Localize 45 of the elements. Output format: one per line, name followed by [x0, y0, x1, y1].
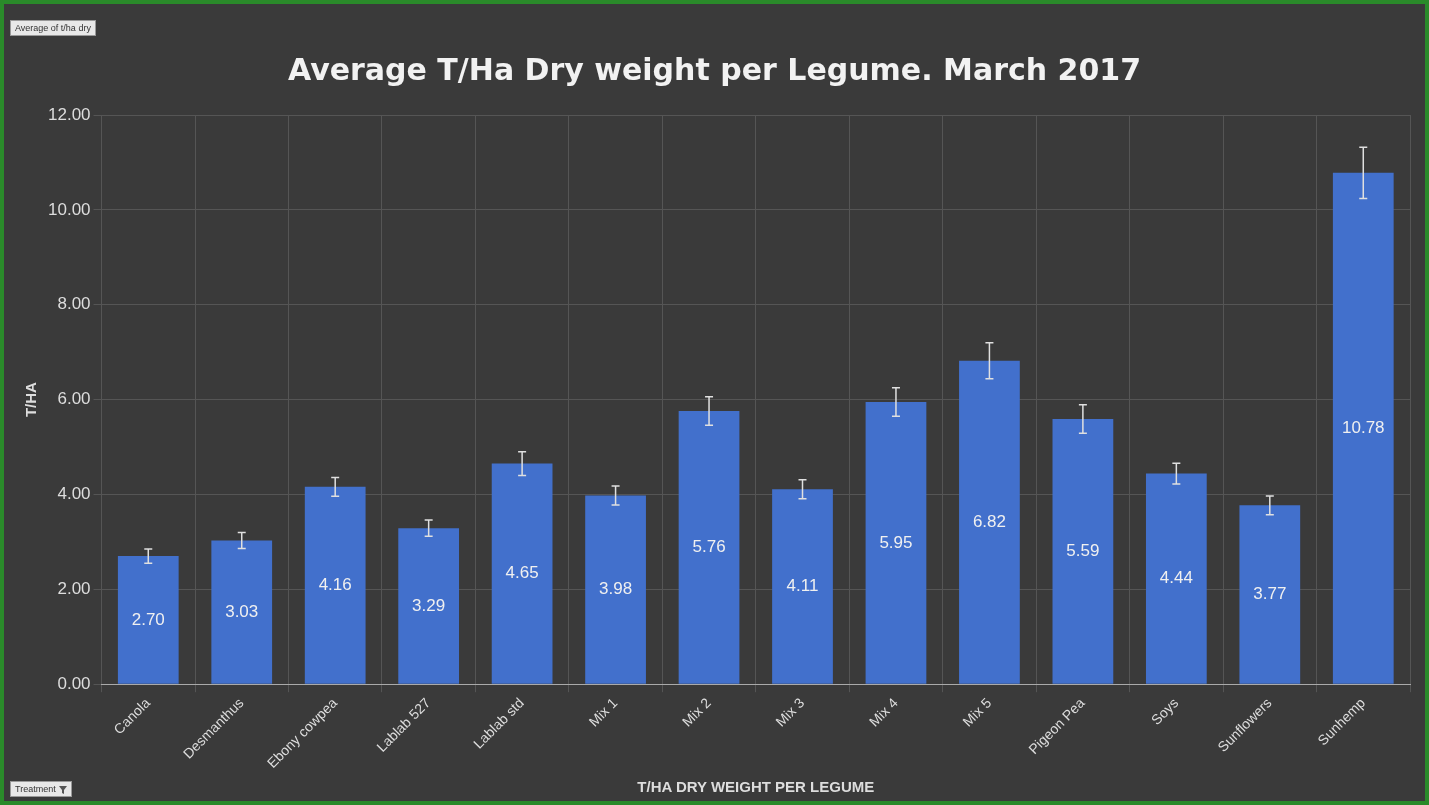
data-label: 3.77: [1253, 584, 1287, 604]
y-tick-label: 8.00: [57, 294, 91, 314]
y-tick-label: 4.00: [57, 484, 91, 504]
text: Average of t/ha dry: [15, 23, 91, 33]
data-label: 3.03: [225, 601, 259, 621]
data-label: 5.59: [1066, 541, 1100, 561]
y-tick-label: 0.00: [57, 673, 91, 693]
bar: [1052, 419, 1114, 684]
bar: [1332, 172, 1394, 684]
data-label: 4.44: [1159, 568, 1193, 588]
bar: [1239, 505, 1301, 684]
data-label: 2.70: [131, 609, 165, 629]
y-tick-label: 10.00: [47, 199, 91, 219]
x-tick-label: Mix 5: [959, 694, 995, 730]
bar: [491, 463, 553, 684]
x-tick-label: Mix 4: [865, 694, 901, 730]
y-tick-label: 12.00: [47, 104, 91, 124]
bar: [772, 489, 833, 684]
data-label: 5.95: [879, 532, 913, 552]
x-tick-label: Mix 3: [772, 694, 808, 730]
text: Treatment: [15, 784, 56, 794]
chart-title: Average T/Ha Dry weight per Legume. March 2017: [287, 51, 1142, 87]
data-label: 3.98: [599, 579, 633, 599]
x-tick-label: Mix 2: [678, 694, 715, 730]
bar: [398, 528, 460, 684]
data-label: 10.78: [1342, 417, 1385, 437]
bar: [585, 495, 646, 684]
data-label: 6.82: [972, 511, 1006, 531]
x-tick-label: Mix 1: [585, 694, 621, 730]
bar: [1145, 473, 1207, 684]
bar: [865, 401, 927, 684]
data-label: 5.76: [692, 537, 726, 557]
bar: [211, 540, 273, 684]
bar: [959, 360, 1020, 684]
data-label: 4.65: [505, 563, 539, 583]
bar: [304, 486, 366, 684]
data-label: 4.11: [786, 576, 819, 596]
x-axis-title: T/HA DRY WEIGHT PER LEGUME: [637, 778, 875, 796]
data-label: 4.16: [318, 574, 352, 594]
y-axis-title: T/HA: [22, 381, 40, 418]
y-tick-label: 6.00: [57, 389, 91, 409]
bar: [117, 556, 179, 684]
bar: [678, 410, 740, 684]
y-tick-label: 2.00: [57, 579, 91, 598]
data-label: 3.29: [412, 595, 446, 615]
